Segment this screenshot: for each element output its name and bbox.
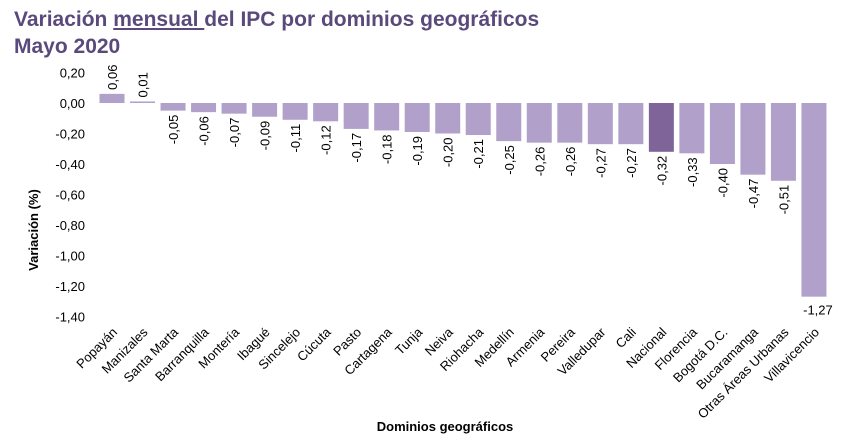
y-tick-label: 0,00 <box>60 96 85 111</box>
y-tick-label: -1,20 <box>55 279 85 294</box>
value-label: -0,51 <box>776 185 791 215</box>
value-label: -0,18 <box>380 134 395 164</box>
bar-ibagu- <box>252 103 278 117</box>
bar-manizales <box>130 101 156 103</box>
bar-c-cuta <box>313 103 339 122</box>
value-label: -0,21 <box>471 139 486 169</box>
bar-medell-n <box>496 103 522 142</box>
value-label: -0,27 <box>624 148 639 178</box>
value-label: -0,40 <box>715 168 730 198</box>
value-label: -0,17 <box>349 133 364 163</box>
value-label: -0,11 <box>288 124 303 153</box>
value-label: -0,26 <box>563 147 578 177</box>
y-tick-label: -1,00 <box>55 249 85 264</box>
bar-nacional <box>648 103 674 152</box>
value-label: 0,01 <box>136 72 151 97</box>
bar-sincelejo <box>282 103 308 120</box>
bar-valledupar <box>587 103 613 145</box>
value-label: -0,25 <box>502 145 517 175</box>
value-label: -0,12 <box>319 125 334 155</box>
bar-neiva <box>435 103 461 134</box>
bar-pasto <box>343 103 369 129</box>
bar-bogot-d-c- <box>709 103 735 164</box>
value-label: -0,33 <box>685 157 700 187</box>
y-tick-label: -0,80 <box>55 218 85 233</box>
value-label: -0,26 <box>532 147 547 177</box>
bar-florencia <box>679 103 705 154</box>
bar-bucaramanga <box>740 103 766 175</box>
bar-pereira <box>557 103 583 143</box>
x-tick-label: Cúcuta <box>294 324 334 364</box>
y-tick-label: -1,40 <box>55 310 85 325</box>
chart-title: Variación mensual del IPC por dominios g… <box>14 6 539 60</box>
title-part: del IPC por dominios geográficos <box>204 8 540 31</box>
y-tick-label: -0,40 <box>55 157 85 172</box>
bar-popay-n <box>99 93 125 103</box>
title-underlined: mensual <box>113 8 205 31</box>
value-label: -0,09 <box>258 121 273 151</box>
bar-barranquilla <box>191 103 217 113</box>
bar-armenia <box>526 103 552 143</box>
value-label: -0,05 <box>166 115 181 145</box>
value-label: -0,32 <box>654 156 669 186</box>
value-label: 0,06 <box>105 65 120 90</box>
value-label: -0,07 <box>227 118 242 148</box>
bar-cali <box>618 103 644 145</box>
bar-santa-marta <box>160 103 186 111</box>
y-tick-label: 0,20 <box>60 66 85 81</box>
chart-subtitle: Mayo 2020 <box>14 35 121 58</box>
value-label: -1,27 <box>803 303 833 318</box>
y-tick-label: -0,60 <box>55 188 85 203</box>
value-label: -0,06 <box>197 116 212 146</box>
value-label: -0,20 <box>441 138 456 168</box>
bar-otras-reas-urbanas <box>770 103 796 181</box>
y-axis-title: Variación (%) <box>26 189 41 271</box>
bar-villavicencio <box>801 103 827 297</box>
bar-tunja <box>404 103 430 132</box>
value-label: -0,19 <box>410 136 425 166</box>
bar-cartagena <box>374 103 400 131</box>
y-tick-label: -0,20 <box>55 127 85 142</box>
x-tick-label: Tunja <box>392 324 426 358</box>
value-label: -0,27 <box>593 148 608 178</box>
bar-riohacha <box>465 103 491 136</box>
value-label: -0,47 <box>746 179 761 209</box>
title-part: Variación <box>14 8 114 31</box>
x-axis-title: Dominios geográficos <box>377 419 514 434</box>
bar-monter-a <box>221 103 247 114</box>
